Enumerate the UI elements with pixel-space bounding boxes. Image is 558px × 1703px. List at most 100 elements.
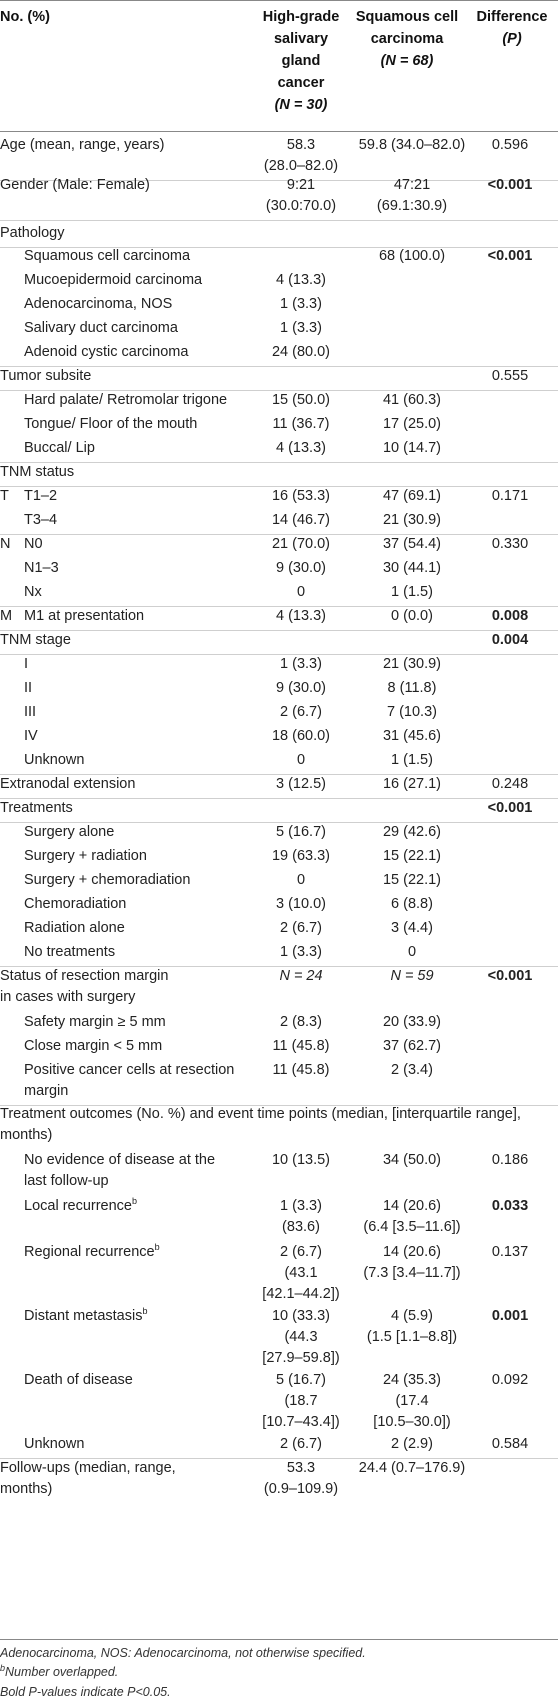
table-row-mucoepidermoid-carcinoma: Mucoepidermoid carcinoma 4 (13.3) xyxy=(0,270,558,294)
salivary-value: 9 (30.0) xyxy=(276,560,326,576)
salivary-value: 5 (16.7) (18.7 [10.7–43.4]) xyxy=(262,1372,340,1430)
salivary-value: 14 (46.7) xyxy=(271,512,331,528)
table-row-n1-3: N1–3 9 (30.0) 30 (44.1) xyxy=(0,558,558,582)
p-value: <0.001 xyxy=(487,800,533,816)
table-row-pathology: Pathology xyxy=(0,223,558,248)
table-row-radiation-alone: Radiation alone 2 (6.7) 3 (4.4) xyxy=(0,918,558,942)
table-row-t1-2: T T1–2 16 (53.3) 47 (69.1) 0.171 xyxy=(0,486,558,510)
row-label: T3–4 xyxy=(24,512,58,528)
squamous-value: 29 (42.6) xyxy=(382,824,442,840)
squamous-value: 37 (54.4) xyxy=(382,536,442,552)
row-label: Mucoepidermoid carcinoma xyxy=(24,272,203,288)
salivary-value: 11 (45.8) xyxy=(272,1062,330,1078)
row-label: Hard palate/ Retromolar trigone xyxy=(24,392,228,408)
row-prefix: M xyxy=(0,608,13,624)
header-squamous: Squamous cell carcinoma (N = 68) xyxy=(355,9,459,69)
p-value: 0.008 xyxy=(491,608,529,624)
table-row-close-margin-5-mm: Close margin < 5 mm 11 (45.8) 37 (62.7) xyxy=(0,1036,558,1060)
table-row-unknown: Unknown 0 1 (1.5) xyxy=(0,750,558,775)
table-row-tnm-stage: TNM stage 0.004 xyxy=(0,630,558,655)
row-label: Close margin < 5 mm xyxy=(24,1038,163,1054)
salivary-value: 19 (63.3) xyxy=(271,848,331,864)
salivary-value: 0 xyxy=(296,584,306,600)
table-row-i: I 1 (3.3) 21 (30.9) xyxy=(0,654,558,678)
squamous-value: 14 (20.6) (6.4 [3.5–11.6]) xyxy=(363,1198,461,1235)
squamous-value: 20 (33.9) xyxy=(382,1014,442,1030)
header-no-pct: No. (%) xyxy=(0,9,50,25)
table-row-distant-metastasis: Distant metastasisb 10 (33.3) (44.3 [27.9–5… xyxy=(0,1306,558,1370)
salivary-value: 2 (6.7) (43.1 [42.1–44.2]) xyxy=(262,1244,340,1302)
table-row-surgery-chemoradiation: Surgery + chemoradiation 0 15 (22.1) xyxy=(0,870,558,894)
table-row-tumor-subsite: Tumor subsite 0.555 xyxy=(0,366,558,391)
salivary-value: 1 (3.3) (83.6) xyxy=(280,1198,322,1235)
squamous-value: 16 (27.1) xyxy=(382,776,442,792)
row-label: Adenoid cystic carcinoma xyxy=(24,344,189,360)
table-row-unknown: Unknown 2 (6.7) 2 (2.9) 0.584 xyxy=(0,1434,558,1459)
squamous-value: 37 (62.7) xyxy=(382,1038,442,1054)
table-row-chemoradiation: Chemoradiation 3 (10.0) 6 (8.8) xyxy=(0,894,558,918)
table-row-gender-male-female: Gender (Male: Female) 9:21 (30.0:70.0) 47:2… xyxy=(0,175,558,221)
row-label: I xyxy=(24,656,29,672)
squamous-value: 24 (35.3) (17.4 [10.5–30.0]) xyxy=(373,1372,451,1430)
row-label: Unknown xyxy=(24,1436,85,1452)
squamous-value: 7 (10.3) xyxy=(387,704,437,720)
row-label: Positive cancer cells at resection margin xyxy=(24,1062,235,1099)
squamous-value: 68 (100.0) xyxy=(378,248,446,264)
squamous-value: 15 (22.1) xyxy=(382,848,442,864)
table-row-hard-palate-retromolar-trigone: Hard palate/ Retromolar trigone 15 (50.0)… xyxy=(0,390,558,414)
salivary-value: 0 xyxy=(296,752,306,768)
row-label: Treatments xyxy=(0,800,73,816)
row-label: M1 at presentation xyxy=(24,608,145,624)
salivary-value: 5 (16.7) xyxy=(276,824,326,840)
row-label: T1–2 xyxy=(24,488,58,504)
salivary-value: 4 (13.3) xyxy=(276,440,326,456)
p-value: <0.001 xyxy=(487,248,533,264)
p-value: 0.596 xyxy=(491,137,529,153)
salivary-value: N = 24 xyxy=(279,968,323,984)
footnote-bold: Bold P-values indicate P<0.05. xyxy=(0,1685,171,1699)
row-label: Treatment outcomes (No. %) and event tim… xyxy=(0,1106,521,1143)
salivary-value: 11 (36.7) xyxy=(272,416,330,432)
table-row-ii: II 9 (30.0) 8 (11.8) xyxy=(0,678,558,702)
table-row-adenocarcinoma-nos: Adenocarcinoma, NOS 1 (3.3) xyxy=(0,294,558,318)
row-label: Squamous cell carcinoma xyxy=(24,248,191,264)
p-value: 0.330 xyxy=(491,536,529,552)
squamous-value: 17 (25.0) xyxy=(382,416,442,432)
salivary-value: 58.3 (28.0–82.0) xyxy=(263,137,339,174)
table-row-treatments: Treatments <0.001 xyxy=(0,798,558,823)
row-prefix: N xyxy=(0,536,11,552)
p-value: <0.001 xyxy=(487,968,533,984)
squamous-value: 1 (1.5) xyxy=(391,584,433,600)
squamous-value: 30 (44.1) xyxy=(382,560,442,576)
row-label: TNM status xyxy=(0,464,75,480)
salivary-value: 2 (6.7) xyxy=(280,920,322,936)
row-label: IV xyxy=(24,728,38,744)
table-row-tongue-floor-of-the-mouth: Tongue/ Floor of the mouth 11 (36.7) 17 (2… xyxy=(0,414,558,438)
row-label: Gender (Male: Female) xyxy=(0,177,150,193)
row-label: Extranodal extension xyxy=(0,776,136,792)
row-label: Age (mean, range, years) xyxy=(0,137,165,153)
row-label: Local recurrenceb xyxy=(24,1196,138,1214)
squamous-value: 6 (8.8) xyxy=(391,896,433,912)
salivary-value: 4 (13.3) xyxy=(276,608,326,624)
row-label: II xyxy=(24,680,33,696)
squamous-value: 3 (4.4) xyxy=(391,920,433,936)
squamous-value: 2 (2.9) xyxy=(391,1436,433,1452)
table-row-m1-at-presentation: M M1 at presentation 4 (13.3) 0 (0.0) 0.008 xyxy=(0,606,558,631)
squamous-value: 0 (0.0) xyxy=(391,608,433,624)
p-value: 0.186 xyxy=(491,1152,529,1168)
p-value: 0.584 xyxy=(491,1436,529,1452)
salivary-value: 9 (30.0) xyxy=(276,680,326,696)
table-row-regional-recurrence: Regional recurrenceb 2 (6.7) (43.1 [42.1–44… xyxy=(0,1242,558,1306)
footnote-nos: Adenocarcinoma, NOS: Adenocarcinoma, not… xyxy=(0,1646,366,1660)
header-salivary: High-grade salivary gland cancer (N = 30… xyxy=(262,9,340,113)
squamous-value: 21 (30.9) xyxy=(382,656,442,672)
table-row-buccal-lip: Buccal/ Lip 4 (13.3) 10 (14.7) xyxy=(0,438,558,463)
squamous-value: 10 (14.7) xyxy=(382,440,442,456)
row-label: Pathology xyxy=(0,225,65,241)
p-value: 0.033 xyxy=(491,1198,529,1214)
table-row-treatment-outcomes-no-and-event-time-poi: Treatment outcomes (No. %) and event tim… xyxy=(0,1104,558,1150)
squamous-value: 24.4 (0.7–176.9) xyxy=(358,1460,466,1476)
salivary-value: 3 (12.5) xyxy=(276,776,326,792)
squamous-value: 34 (50.0) xyxy=(382,1152,442,1168)
